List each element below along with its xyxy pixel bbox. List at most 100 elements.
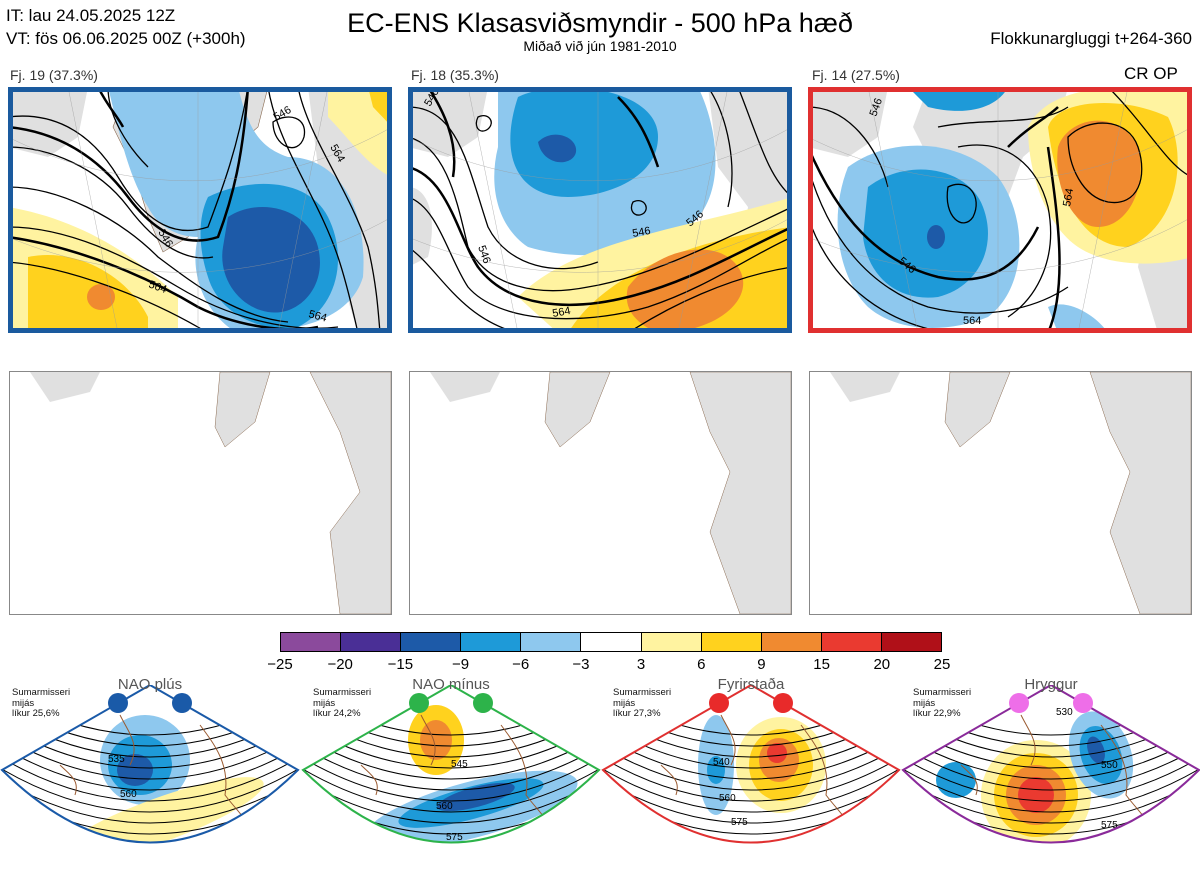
height-contour [2, 761, 298, 813]
cluster-1-frame [8, 87, 392, 333]
contour-label: 564 [963, 315, 981, 327]
colorbar-segment [760, 633, 821, 651]
regime-marker-dot [773, 693, 793, 713]
empty-map-3 [809, 371, 1192, 615]
page-title: EC-ENS Klasasviðsmyndir - 500 hPa hæð [347, 8, 853, 38]
regime-info-line: mijás [313, 697, 336, 709]
contour-label: 564 [1061, 187, 1076, 207]
colorbar-segment [880, 633, 942, 651]
cr-op-label: CR OP [1124, 64, 1178, 83]
contour-label: 564 [147, 279, 168, 297]
cluster-2-frame [408, 87, 792, 333]
colorbar-tick-label: −15 [387, 656, 414, 673]
regime-contour-label: 560 [719, 793, 736, 804]
regime-info-line: Sumarmisseri [12, 687, 71, 698]
colorbar-tick-label: 9 [757, 656, 766, 673]
run-info: IT: lau 24.05.2025 12Z VT: fös 06.06.202… [6, 4, 246, 50]
regime-info: Sumarmisseri mijás líkur 24,2% [313, 687, 372, 720]
height-contour [603, 750, 899, 802]
regime-info: Sumarmisseri mijás líkur 25,6% [12, 687, 71, 720]
classification-window: Flokkunargluggi t+264-360 [990, 29, 1192, 48]
regime-panel: 540 560 575 [601, 683, 901, 871]
colorbar-tick-label: 15 [813, 656, 830, 673]
height-contour [2, 739, 298, 791]
height-contour [903, 761, 1199, 813]
empty-map-1 [9, 371, 392, 615]
regime-info-line: mijás [613, 697, 636, 709]
colorbar-tick-label: −9 [451, 656, 470, 673]
regime-info-line: Sumarmisseri [613, 687, 672, 698]
contour-label: 546 [868, 97, 886, 118]
regime-info: Sumarmisseri mijás líkur 22,9% [913, 687, 972, 720]
height-contour [903, 750, 1199, 802]
contour-label: 546 [475, 244, 493, 265]
regime-contour-label: 530 [1056, 707, 1073, 718]
colorbar-tick-label: 3 [636, 656, 646, 673]
valid-time: VT: fös 06.06.2025 00Z (+300h) [6, 29, 246, 48]
anomaly-colorbar [280, 632, 942, 652]
regime-marker-dot [1073, 693, 1093, 713]
regime-title: NAO plús [117, 676, 183, 693]
anomaly-area [767, 743, 787, 763]
cluster-3-label: Fj. 14 (27.5%) [812, 67, 900, 83]
anomaly-area [420, 720, 452, 760]
colorbar-tick-label: −6 [512, 656, 530, 673]
height-contour [303, 761, 599, 813]
contour-label: 564 [307, 308, 328, 324]
regime-marker-dot [172, 693, 192, 713]
cluster-2-label: Fj. 18 (35.3%) [411, 67, 499, 83]
regime-outline [301, 683, 601, 844]
regime-panel: 530 550 575 [901, 683, 1200, 871]
regime-marker-dot [473, 693, 493, 713]
regime-title: Hryggur [1024, 676, 1078, 693]
colorbar-segment [400, 633, 461, 651]
regime-sector-map: 535 560 [0, 683, 300, 844]
regime-contour-label: 535 [108, 754, 125, 765]
colorbar-segment [340, 633, 401, 651]
regime-contour-label: 560 [120, 789, 137, 800]
regime-panel: 535 560 [0, 683, 300, 871]
colorbar-segment [281, 633, 341, 651]
anomaly-area [1017, 858, 1045, 868]
anomaly-area [437, 782, 515, 812]
regime-info: Sumarmisseri mijás líkur 27,3% [613, 687, 672, 720]
regime-info-line: Sumarmisseri [913, 687, 972, 698]
colorbar-segment [460, 633, 521, 651]
height-contour [303, 750, 599, 802]
height-contour [903, 739, 1199, 791]
regime-info-line: Sumarmisseri [313, 687, 372, 698]
height-contour [603, 761, 899, 813]
regime-sector-map: 545 560 575 [301, 683, 601, 844]
cluster-3-map: 546 546 564 564 [808, 87, 1192, 333]
colorbar-tick-label: −3 [572, 656, 590, 673]
regime-sector-map: 540 560 575 [601, 683, 901, 844]
regime-outline [901, 683, 1200, 844]
colorbar-tick-label: −20 [327, 656, 353, 673]
colorbar-tick-label: 25 [933, 656, 951, 673]
regime-marker-dot [409, 693, 429, 713]
colorbar-segment [700, 633, 761, 651]
colorbar-tick-label: −25 [267, 656, 293, 673]
cluster-2-map: 546 546 546 564 546 [408, 87, 792, 333]
regime-contour-label: 550 [1101, 760, 1118, 771]
colorbar-segment [520, 633, 581, 651]
regime-contour-label: 575 [1101, 820, 1118, 831]
regime-contour-label: 575 [446, 832, 463, 843]
regime-info-line: mijás [913, 697, 936, 709]
regime-title: NAO mínus [412, 676, 490, 693]
regime-sector-map: 530 550 575 [901, 683, 1200, 868]
colorbar-tick-label: 20 [873, 656, 891, 673]
page-subtitle: Miðað við jún 1981-2010 [523, 38, 677, 54]
cluster-1-map: 546 564 564 546 564 [8, 87, 392, 333]
colorbar-segment [580, 633, 641, 651]
regime-info-line: líkur 25,6% [12, 708, 60, 719]
regime-contour-label: 545 [451, 759, 468, 770]
regime-outline [601, 683, 901, 844]
regime-contour-label: 540 [713, 757, 730, 768]
height-contour [303, 739, 599, 791]
colorbar-segment [640, 633, 701, 651]
colorbar-tick-label: 6 [697, 656, 706, 673]
anomaly-area [936, 762, 976, 798]
empty-map-2 [409, 371, 792, 615]
regime-contour-label: 575 [731, 817, 748, 828]
